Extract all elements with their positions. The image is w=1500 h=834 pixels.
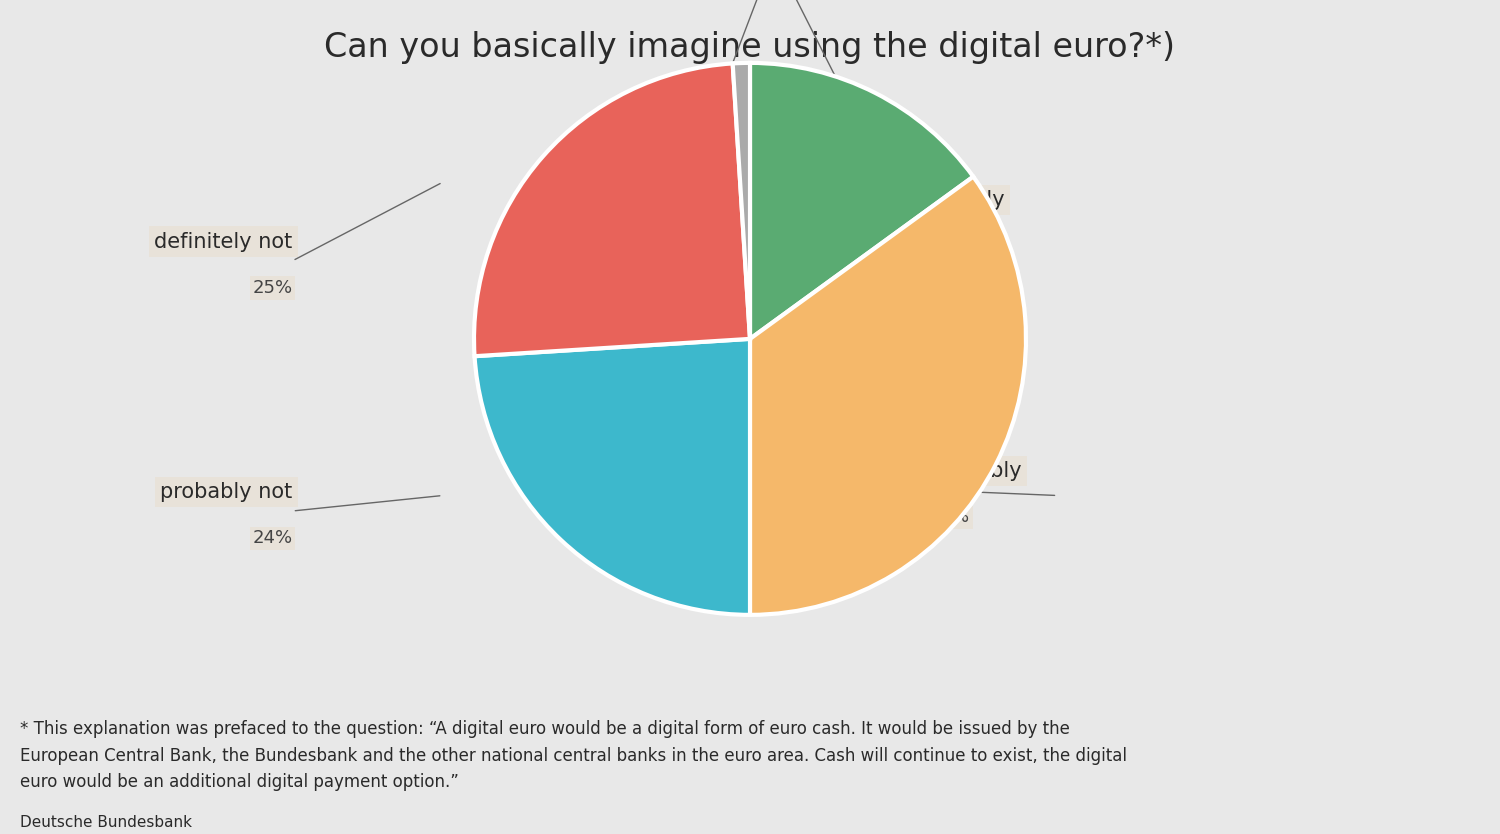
Text: 24%: 24% bbox=[252, 530, 292, 547]
Wedge shape bbox=[474, 63, 750, 356]
Text: probably: probably bbox=[930, 461, 1022, 481]
Text: Deutsche Bundesbank: Deutsche Bundesbank bbox=[20, 815, 192, 830]
Text: 35%: 35% bbox=[930, 509, 970, 526]
Text: Can you basically imagine using the digital euro?*): Can you basically imagine using the digi… bbox=[324, 32, 1176, 64]
Wedge shape bbox=[750, 177, 1026, 615]
Text: definitely: definitely bbox=[908, 190, 1005, 210]
Wedge shape bbox=[474, 339, 750, 615]
Text: 1%: 1% bbox=[705, 154, 734, 172]
Text: probably not: probably not bbox=[160, 482, 292, 502]
Wedge shape bbox=[732, 63, 750, 339]
Text: 25%: 25% bbox=[252, 279, 292, 297]
Text: * This explanation was prefaced to the question: “A digital euro would be a digi: * This explanation was prefaced to the q… bbox=[20, 721, 1126, 791]
Text: don't know: don't know bbox=[705, 107, 819, 127]
Wedge shape bbox=[750, 63, 974, 339]
Text: definitely not: definitely not bbox=[154, 232, 292, 252]
Text: 15%: 15% bbox=[908, 238, 948, 255]
